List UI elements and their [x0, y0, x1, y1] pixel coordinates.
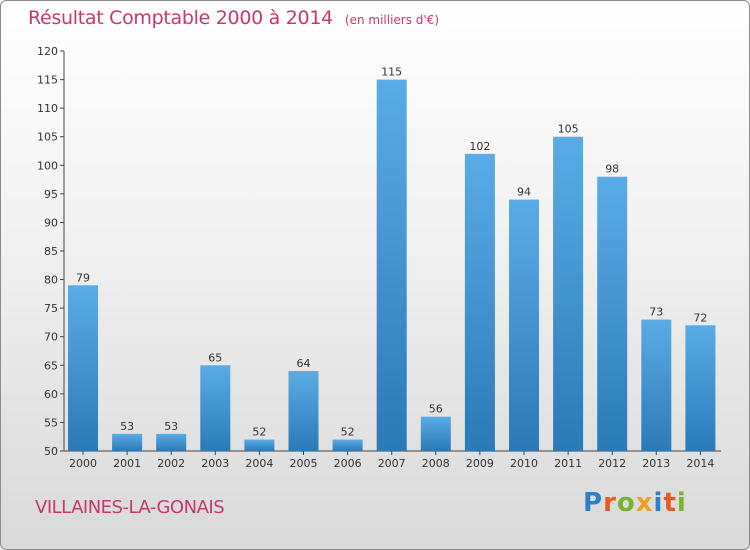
x-tick-label: 2014 [686, 457, 714, 470]
bar-2008 [420, 416, 451, 451]
data-label-2000: 79 [76, 271, 90, 284]
data-label-2009: 102 [469, 140, 490, 153]
y-tick-label: 70 [44, 331, 58, 344]
x-tick-label: 2010 [510, 457, 538, 470]
logo-letter: x [635, 488, 654, 518]
y-tick-label: 95 [44, 188, 58, 201]
data-labels: 79 53 53 65 52 64 52 115 56 102 94 105 98 73 72 [76, 66, 707, 439]
x-tick-label: 2009 [466, 457, 494, 470]
bar-2002 [156, 433, 187, 451]
logo-letter: t [663, 488, 677, 518]
x-tick-label: 2001 [113, 457, 141, 470]
x-tick-label: 2005 [290, 457, 318, 470]
logo-letter: o [616, 488, 636, 518]
bar-2001 [112, 433, 143, 451]
x-tick-label: 2012 [598, 457, 626, 470]
bar-2009 [464, 153, 495, 451]
proxiti-logo[interactable]: Proxiti [583, 488, 687, 518]
x-tick-label: 2006 [334, 457, 362, 470]
y-tick-label: 115 [37, 74, 58, 87]
bar-2004 [244, 439, 275, 451]
bar-2005 [288, 371, 319, 451]
bar-2010 [509, 199, 539, 451]
y-tick-label: 85 [44, 245, 58, 258]
y-tick-label: 80 [44, 274, 58, 287]
bar-2007 [376, 79, 407, 452]
logo-letter: i [653, 488, 664, 518]
x-tick-label: 2002 [157, 457, 185, 470]
x-tick-label: 2013 [642, 457, 670, 470]
x-tick-label: 2007 [378, 457, 406, 470]
commune-name: VILLAINES-LA-GONAIS [35, 497, 225, 518]
data-label-2004: 52 [252, 426, 266, 439]
y-tick-label: 60 [44, 388, 58, 401]
logo-letter: P [583, 488, 604, 518]
data-label-2013: 73 [649, 306, 663, 319]
x-axis: 2000 2001 2002 2003 2004 2005 2006 2007 2008 2009… [64, 450, 721, 470]
y-tick-label: 100 [37, 159, 58, 172]
y-tick-label: 90 [44, 216, 58, 229]
x-tick-label: 2003 [201, 457, 229, 470]
logo-letter: r [603, 488, 617, 518]
y-tick-label: 105 [37, 131, 58, 144]
y-tick-label: 120 [37, 45, 58, 58]
data-label-2003: 65 [208, 351, 222, 364]
x-tick-label: 2004 [245, 457, 273, 470]
data-label-2006: 52 [341, 426, 355, 439]
bars [68, 79, 716, 452]
bar-2014 [685, 325, 716, 451]
y-axis: 50 55 60 65 70 75 80 85 90 95 100 105 110 115 120 [37, 45, 65, 458]
y-tick-label: 65 [44, 359, 58, 372]
data-label-2012: 98 [605, 163, 619, 176]
logo-letter: i [676, 488, 687, 518]
bar-2006 [332, 439, 363, 451]
data-label-2005: 64 [297, 357, 311, 370]
data-label-2001: 53 [120, 420, 134, 433]
chart-subtitle: (en milliers d'€) [344, 13, 440, 27]
y-tick-label: 55 [44, 416, 58, 429]
chart-title: Résultat Comptable 2000 à 2014 [28, 7, 333, 29]
bar-2012 [597, 176, 628, 451]
y-tick-label: 110 [37, 102, 58, 115]
x-tick-label: 2008 [422, 457, 450, 470]
data-label-2008: 56 [429, 403, 443, 416]
bar-2011 [553, 136, 584, 451]
bar-2000 [68, 285, 98, 451]
data-label-2002: 53 [164, 420, 178, 433]
bar-2003 [200, 365, 231, 451]
data-label-2014: 72 [693, 311, 707, 324]
data-label-2007: 115 [381, 66, 402, 79]
data-label-2010: 94 [517, 186, 531, 199]
bar-2013 [641, 319, 672, 451]
x-tick-label: 2011 [554, 457, 582, 470]
y-tick-label: 75 [44, 302, 58, 315]
data-label-2011: 105 [558, 123, 579, 136]
title-row: Résultat Comptable 2000 à 2014 (en milli… [28, 7, 439, 29]
x-tick-label: 2000 [69, 457, 97, 470]
y-tick-label: 50 [44, 445, 58, 458]
